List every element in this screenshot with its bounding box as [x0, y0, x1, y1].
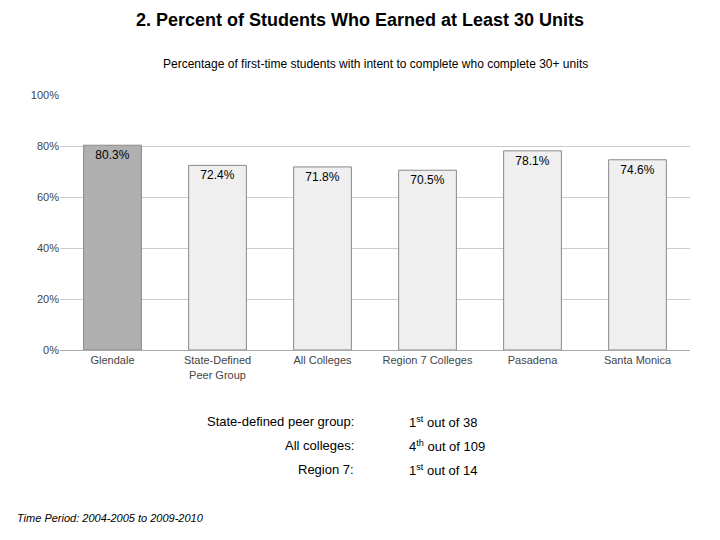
svg-text:71.8%: 71.8% — [305, 170, 339, 184]
svg-text:Region 7:: Region 7: — [298, 462, 354, 477]
svg-text:All colleges:: All colleges: — [285, 438, 354, 453]
svg-text:78.1%: 78.1% — [515, 154, 549, 168]
svg-text:80%: 80% — [37, 140, 59, 152]
svg-text:0%: 0% — [43, 344, 59, 356]
svg-text:40%: 40% — [37, 242, 59, 254]
svg-text:70.5%: 70.5% — [410, 173, 444, 187]
svg-text:80.3%: 80.3% — [95, 148, 129, 162]
svg-text:72.4%: 72.4% — [200, 168, 234, 182]
svg-text:Glendale: Glendale — [90, 354, 134, 366]
svg-text:Region 7 Colleges: Region 7 Colleges — [383, 354, 473, 366]
svg-text:4​th​ out of 109: 4​th​ out of 109 — [409, 438, 485, 454]
svg-text:100%: 100% — [31, 89, 59, 101]
svg-text:All Colleges: All Colleges — [293, 354, 352, 366]
svg-text:1​st​ out of 14: 1​st​ out of 14 — [409, 462, 478, 478]
svg-text:State-defined peer group:: State-defined peer group: — [207, 414, 354, 429]
svg-text:74.6%: 74.6% — [620, 163, 654, 177]
svg-text:2. Percent of Students Who Ear: 2. Percent of Students Who Earned at Lea… — [136, 10, 584, 30]
svg-text:Santa Monica: Santa Monica — [604, 354, 672, 366]
svg-text:1​st​ out of 38: 1​st​ out of 38 — [409, 414, 478, 430]
svg-text:Percentage of first-time stude: Percentage of first-time students with i… — [163, 57, 588, 71]
svg-text:Time Period: 2004-2005 to 2009: Time Period: 2004-2005 to 2009-2010 — [17, 512, 204, 524]
svg-text:State-DefinedPeer Group: State-DefinedPeer Group — [184, 354, 251, 380]
svg-text:60%: 60% — [37, 191, 59, 203]
svg-text:20%: 20% — [37, 293, 59, 305]
svg-text:Pasadena: Pasadena — [508, 354, 558, 366]
